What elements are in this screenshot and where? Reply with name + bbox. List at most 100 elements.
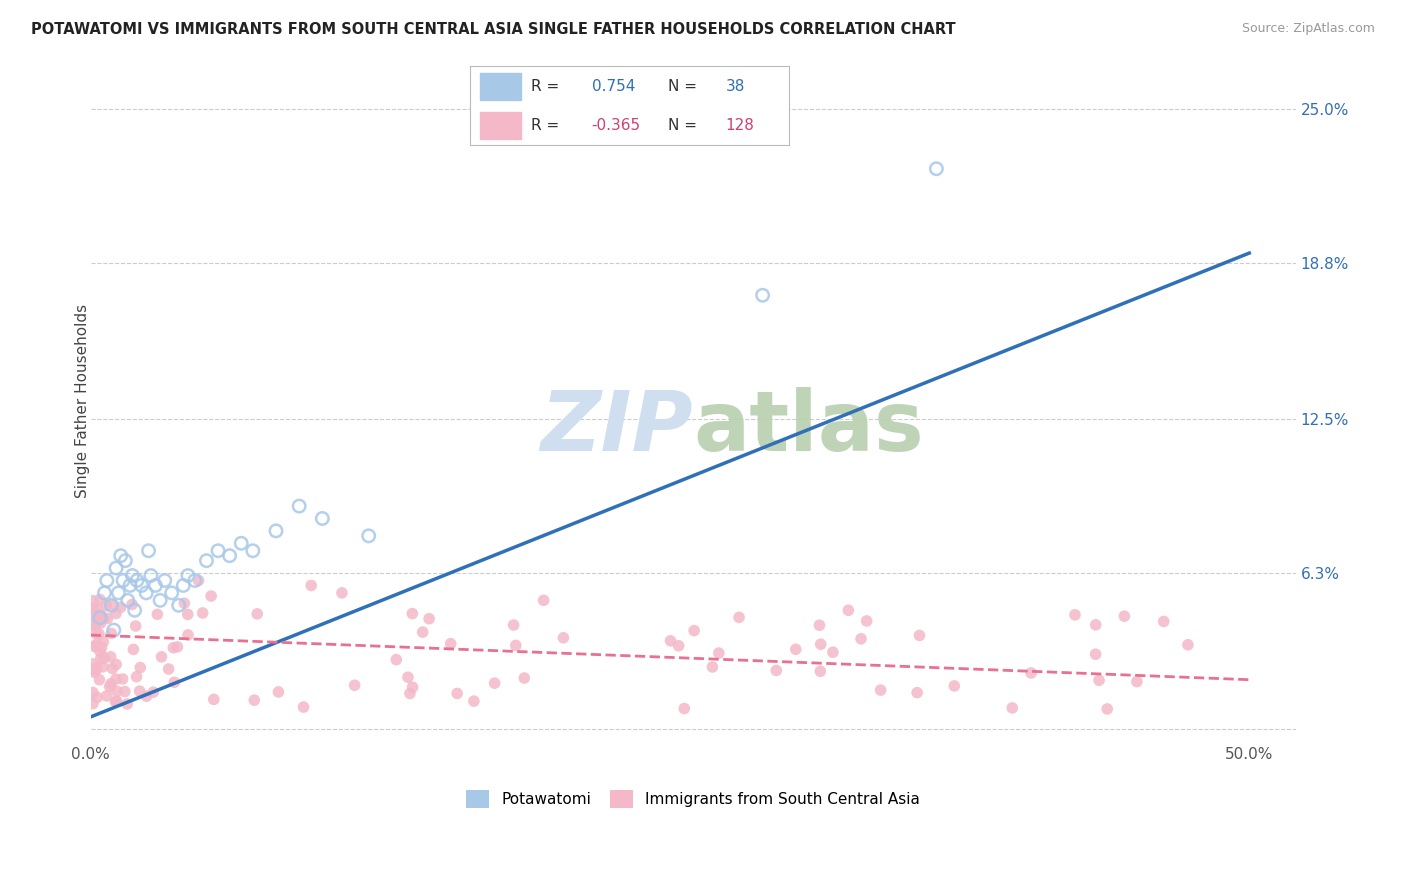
Point [125, 670, 148, 684]
Point [166, 640, 188, 654]
Point [90, 616, 112, 631]
Point [751, 288, 773, 302]
Point [145, 578, 167, 592]
Point [553, 631, 575, 645]
Point [200, 589, 222, 603]
Point [96, 599, 118, 613]
Point [162, 640, 184, 655]
Point [1126, 674, 1149, 689]
Point [107, 586, 129, 600]
Point [135, 586, 157, 600]
Point [264, 524, 287, 538]
Point [160, 586, 183, 600]
Point [82, 657, 104, 671]
Point [242, 543, 264, 558]
Point [117, 593, 139, 607]
Point [728, 610, 751, 624]
Point [84, 661, 107, 675]
Point [142, 685, 165, 699]
Point [808, 618, 831, 632]
Point [502, 618, 524, 632]
Point [82, 613, 104, 627]
Point [93, 611, 115, 625]
Point [114, 554, 136, 568]
Point [246, 607, 269, 621]
Point [82, 611, 104, 625]
Point [1064, 607, 1087, 622]
Point [513, 671, 536, 685]
Point [110, 549, 132, 563]
Point [399, 686, 422, 700]
Point [808, 665, 831, 679]
Point [138, 543, 160, 558]
Point [121, 568, 143, 582]
Point [105, 657, 128, 672]
Point [463, 694, 485, 708]
Point [855, 614, 877, 628]
Point [86, 690, 108, 705]
Point [96, 689, 118, 703]
Point [207, 543, 229, 558]
Point [89, 592, 111, 607]
Point [122, 642, 145, 657]
Point [103, 623, 125, 637]
Point [100, 649, 122, 664]
Text: POTAWATOMI VS IMMIGRANTS FROM SOUTH CENTRAL ASIA SINGLE FATHER HOUSEHOLDS CORREL: POTAWATOMI VS IMMIGRANTS FROM SOUTH CENT… [31, 22, 956, 37]
Point [505, 639, 527, 653]
Point [82, 601, 104, 615]
Point [1084, 647, 1107, 661]
Point [288, 499, 311, 513]
Point [90, 607, 112, 622]
Point [100, 599, 122, 613]
Point [1114, 609, 1136, 624]
Point [191, 606, 214, 620]
Point [673, 701, 696, 715]
Point [121, 598, 143, 612]
Point [905, 686, 928, 700]
Point [1097, 702, 1119, 716]
Point [114, 684, 136, 698]
Point [412, 625, 434, 640]
Point [943, 679, 966, 693]
Point [173, 596, 195, 610]
Point [659, 633, 682, 648]
Point [124, 603, 146, 617]
Y-axis label: Single Father Households: Single Father Households [75, 303, 90, 498]
Point [810, 637, 832, 651]
Point [484, 676, 506, 690]
Point [177, 607, 200, 622]
Point [299, 578, 322, 592]
Point [153, 574, 176, 588]
Point [115, 697, 138, 711]
Point [396, 670, 419, 684]
Point [1084, 617, 1107, 632]
Point [90, 640, 112, 655]
Point [131, 578, 153, 592]
Point [101, 661, 124, 675]
Point [112, 574, 135, 588]
Point [105, 607, 128, 621]
Point [110, 600, 132, 615]
Point [167, 599, 190, 613]
Point [87, 627, 110, 641]
Point [135, 690, 157, 704]
Point [84, 663, 107, 677]
Point [1177, 638, 1199, 652]
Point [83, 640, 105, 654]
Point [84, 616, 107, 631]
Point [82, 662, 104, 676]
Point [86, 639, 108, 653]
Point [908, 628, 931, 642]
Point [89, 610, 111, 624]
Point [837, 603, 859, 617]
Point [96, 574, 118, 588]
Point [385, 652, 408, 666]
Point [101, 598, 124, 612]
Point [84, 618, 107, 632]
Point [100, 626, 122, 640]
Point [1153, 615, 1175, 629]
Point [821, 645, 844, 659]
Point [84, 637, 107, 651]
Point [82, 606, 104, 620]
Point [105, 561, 128, 575]
